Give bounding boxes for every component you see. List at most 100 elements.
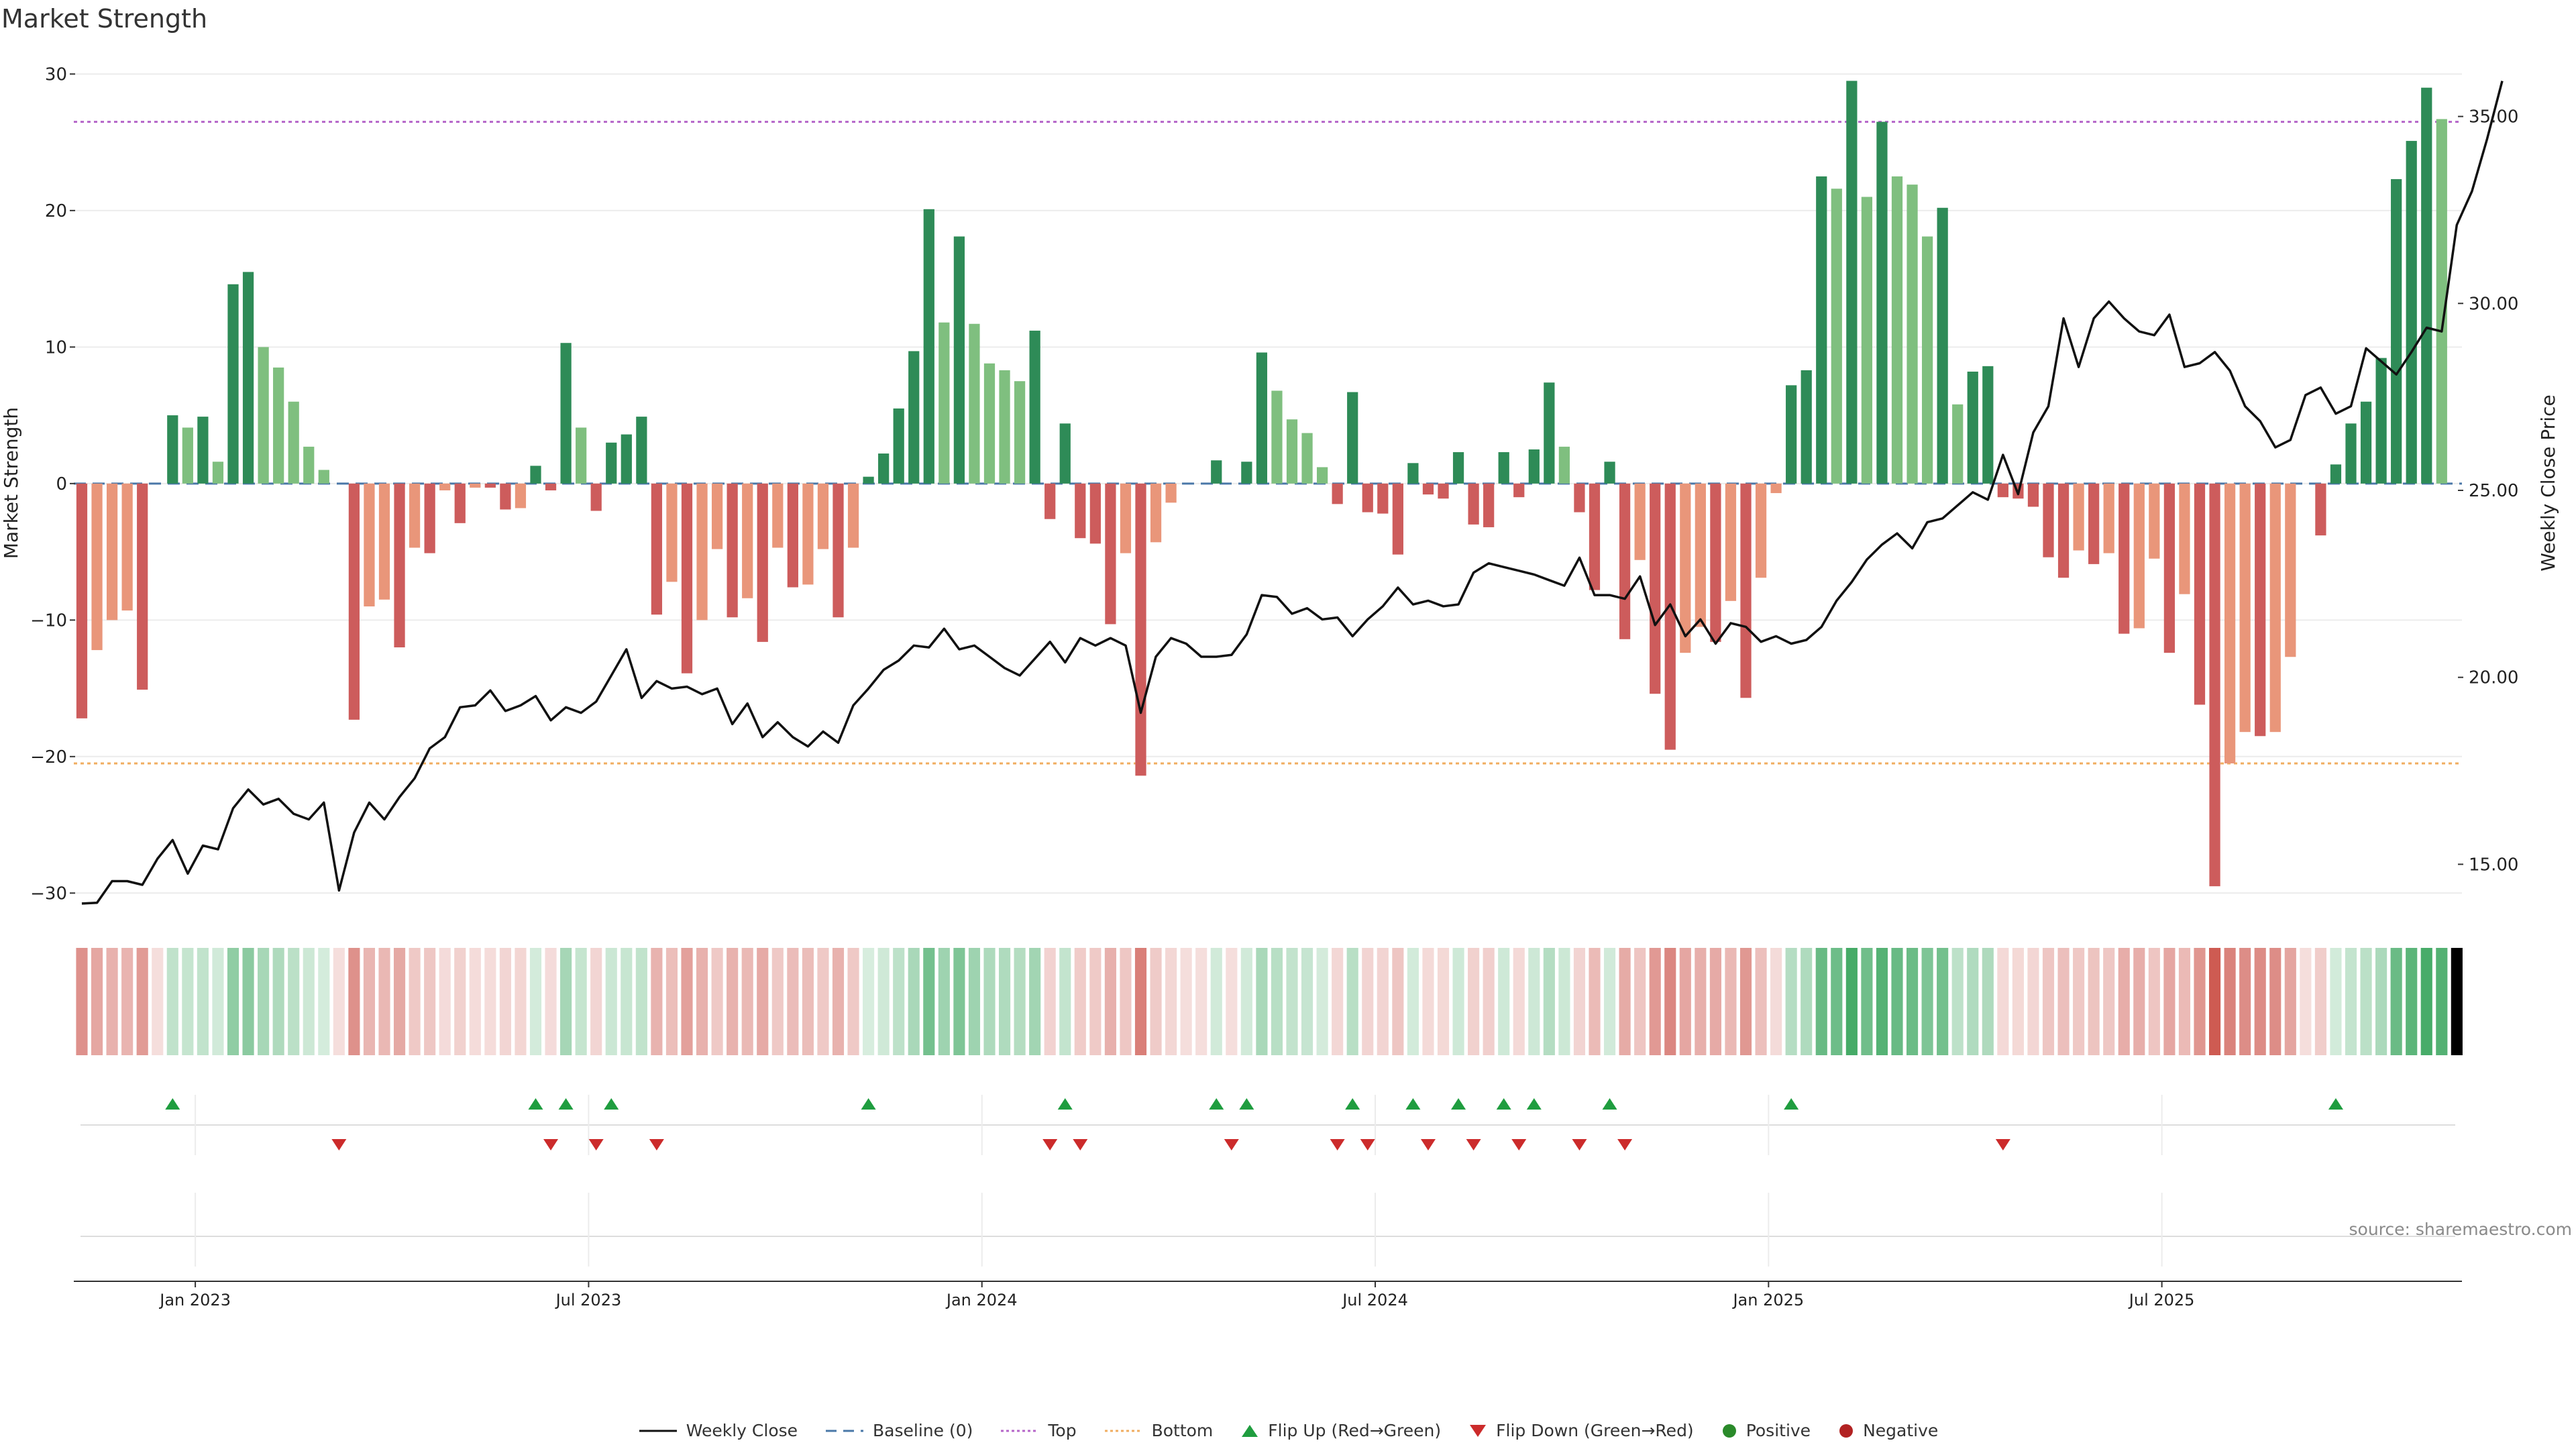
strength-bar <box>651 483 663 615</box>
heat-cell <box>1937 948 1949 1055</box>
heat-cell <box>348 948 360 1055</box>
strength-bar <box>2209 483 2220 887</box>
heat-cell <box>2390 948 2402 1055</box>
legend-top: Top <box>1000 1421 1077 1440</box>
heat-cell <box>696 948 708 1055</box>
strength-bar <box>983 363 996 484</box>
right-tick-label: 20.00 <box>2469 668 2518 688</box>
strength-bar <box>1619 483 1631 639</box>
heat-cell <box>2073 948 2085 1055</box>
strength-bar <box>2057 483 2070 578</box>
heat-cell <box>651 948 663 1055</box>
x-tick-label: Jul 2024 <box>1341 1291 1408 1309</box>
flip-up-marker <box>1602 1098 1617 1110</box>
x-tick-label: Jan 2023 <box>158 1291 231 1309</box>
heat-cell <box>1739 948 1752 1055</box>
strength-bar <box>1952 404 1964 484</box>
heat-cell <box>1573 948 1586 1055</box>
heat-cell <box>1664 948 1676 1055</box>
strength-bars <box>76 80 2447 887</box>
legend-flip-down: Flip Down (Green→Red) <box>1468 1421 1694 1440</box>
strength-bar <box>1755 483 1767 578</box>
strength-bar <box>1740 483 1752 698</box>
strength-bar <box>1377 483 1389 514</box>
strength-bar <box>484 483 496 488</box>
heat-cell <box>1967 948 1979 1055</box>
heat-cell <box>166 948 178 1055</box>
heat-cell <box>1725 948 1737 1055</box>
legend-bottom: Bottom <box>1104 1421 1213 1440</box>
legend-positive: Positive <box>1721 1421 1811 1440</box>
strength-bar <box>1422 483 1434 495</box>
strength-bar <box>378 483 390 600</box>
strength-bar <box>1846 80 1858 484</box>
heat-cell <box>2420 948 2432 1055</box>
heat-cell <box>1271 948 1283 1055</box>
strength-bar <box>606 442 617 484</box>
strength-bar <box>2375 358 2387 484</box>
strength-bar <box>470 483 481 488</box>
legend-label: Flip Down (Green→Red) <box>1496 1421 1694 1440</box>
right-tick-label: 30.00 <box>2469 294 2518 314</box>
heat-cell <box>590 948 602 1055</box>
strength-bar <box>1967 371 1978 484</box>
strength-bar <box>454 483 466 523</box>
strength-bar <box>893 408 904 484</box>
heat-cell <box>303 948 315 1055</box>
strength-bar <box>1558 446 1570 484</box>
heat-cell <box>1044 948 1056 1055</box>
heat-cell <box>212 948 224 1055</box>
heat-cell <box>863 948 875 1055</box>
strength-bar <box>1105 483 1116 625</box>
heat-cell <box>1377 948 1389 1055</box>
strength-bar <box>999 370 1010 484</box>
flip-up-marker <box>2328 1098 2343 1110</box>
strength-bar <box>802 483 814 585</box>
strength-bar <box>2133 483 2145 629</box>
heat-cell <box>741 948 753 1055</box>
heat-cell <box>2360 948 2372 1055</box>
strength-bar <box>1680 483 1691 653</box>
heat-cell <box>998 948 1011 1055</box>
strength-bar <box>2360 401 2372 484</box>
heat-cell <box>1210 948 1222 1055</box>
heat-cell <box>1815 948 1827 1055</box>
strength-bar <box>2088 483 2100 564</box>
heat-cell <box>1845 948 1858 1055</box>
strength-bar <box>106 483 118 621</box>
strength-bar <box>696 483 708 621</box>
heat-cell <box>2012 948 2024 1055</box>
heat-cell <box>454 948 466 1055</box>
flip-up-marker <box>1239 1098 1254 1110</box>
heat-cell <box>2163 948 2176 1055</box>
strength-bar <box>742 483 753 598</box>
heat-cell <box>1483 948 1495 1055</box>
heat-cell <box>1619 948 1631 1055</box>
strength-bar <box>2269 483 2281 733</box>
heat-cell <box>1195 948 1208 1055</box>
strength-bar <box>1362 483 1373 513</box>
heat-cell <box>2330 948 2342 1055</box>
heat-cell <box>1785 948 1797 1055</box>
strength-bar <box>1891 176 1903 484</box>
strength-bar <box>1574 483 1585 513</box>
flip-down-marker <box>331 1139 347 1150</box>
heat-cell <box>1120 948 1132 1055</box>
strength-bar <box>1816 176 1827 484</box>
heat-cell <box>1603 948 1616 1055</box>
x-tick-label: Jul 2023 <box>555 1291 622 1309</box>
x-tick-label: Jan 2024 <box>945 1291 1018 1309</box>
strength-bar <box>711 483 723 549</box>
heat-cell <box>1286 948 1298 1055</box>
heat-cell <box>2436 948 2448 1055</box>
strength-bar <box>953 236 965 484</box>
heat-cell <box>1332 948 1344 1055</box>
heat-cell <box>1316 948 1328 1055</box>
strength-bar <box>727 483 738 618</box>
x-tick-label: Jan 2025 <box>1731 1291 1804 1309</box>
heat-cell <box>1104 948 1116 1055</box>
heat-cell <box>121 948 133 1055</box>
right-tick-label: 15.00 <box>2469 855 2518 875</box>
strength-bar <box>2315 483 2326 536</box>
strength-bar <box>757 483 768 642</box>
